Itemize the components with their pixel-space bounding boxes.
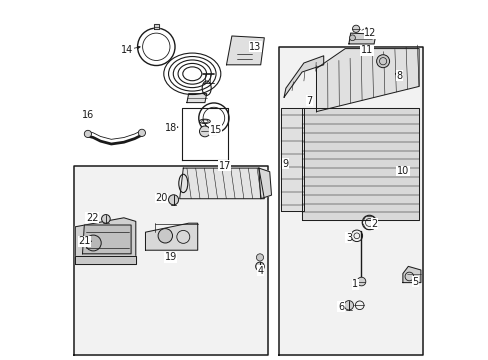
Text: 16: 16 [81, 110, 94, 120]
Polygon shape [348, 33, 375, 44]
Text: 11: 11 [360, 45, 372, 55]
Circle shape [256, 254, 263, 261]
Text: 19: 19 [164, 252, 177, 262]
Circle shape [255, 262, 264, 271]
Text: 6: 6 [337, 302, 344, 312]
Circle shape [138, 129, 145, 136]
Circle shape [102, 215, 110, 223]
Circle shape [356, 277, 365, 286]
Circle shape [352, 25, 359, 32]
Circle shape [168, 195, 178, 205]
Text: 22: 22 [86, 213, 98, 223]
Polygon shape [302, 108, 418, 220]
Text: 8: 8 [395, 71, 402, 81]
Circle shape [349, 35, 355, 41]
Text: 5: 5 [411, 276, 418, 287]
Text: 15: 15 [209, 125, 222, 135]
Circle shape [199, 126, 210, 137]
Polygon shape [284, 56, 323, 97]
Text: 9: 9 [282, 159, 288, 169]
Text: 13: 13 [249, 42, 261, 52]
Text: 1: 1 [351, 279, 358, 289]
Text: 21: 21 [78, 236, 90, 246]
Polygon shape [75, 218, 136, 257]
Circle shape [376, 55, 389, 68]
Circle shape [85, 235, 101, 251]
Text: 12: 12 [364, 28, 376, 38]
Polygon shape [316, 49, 418, 112]
Polygon shape [211, 130, 216, 134]
Polygon shape [179, 168, 264, 199]
Circle shape [84, 130, 91, 138]
Text: 4: 4 [257, 266, 263, 276]
Circle shape [158, 229, 172, 243]
Polygon shape [186, 94, 206, 103]
Text: 14: 14 [121, 45, 133, 55]
Text: 3: 3 [345, 233, 351, 243]
Polygon shape [145, 223, 197, 250]
Polygon shape [402, 266, 420, 283]
Polygon shape [181, 108, 228, 160]
Polygon shape [82, 225, 131, 254]
Text: 10: 10 [396, 166, 408, 176]
Text: 2: 2 [371, 219, 377, 229]
Polygon shape [73, 166, 267, 355]
Text: 17: 17 [218, 161, 230, 171]
Polygon shape [153, 24, 159, 29]
Polygon shape [75, 256, 136, 264]
Text: 20: 20 [155, 193, 167, 203]
Text: 7: 7 [305, 96, 312, 106]
Text: 18: 18 [164, 123, 177, 133]
Polygon shape [258, 168, 271, 199]
Polygon shape [280, 108, 303, 211]
Polygon shape [226, 36, 264, 65]
Circle shape [344, 301, 353, 310]
Polygon shape [278, 47, 422, 355]
